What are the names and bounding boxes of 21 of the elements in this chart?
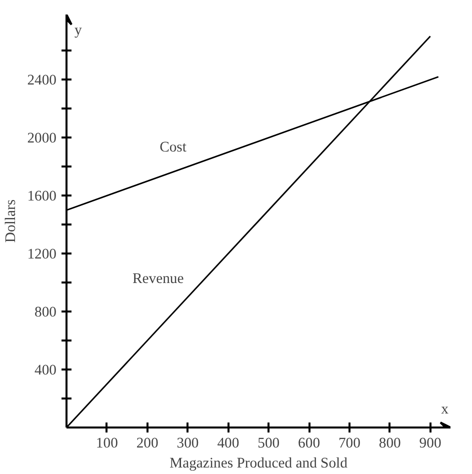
y-axis-title: Dollars bbox=[3, 199, 20, 243]
x-tick-label: 300 bbox=[176, 436, 199, 452]
x-axis-title: Magazines Produced and Sold bbox=[170, 456, 348, 472]
x-tick-label: 700 bbox=[338, 436, 360, 452]
x-tick-label: 200 bbox=[136, 436, 158, 452]
y-tick-label: 2400 bbox=[27, 72, 56, 89]
x-tick-label: 500 bbox=[258, 436, 280, 452]
x-tick-label: 600 bbox=[298, 436, 320, 452]
annotation: y bbox=[74, 22, 82, 38]
y-tick-label: 2000 bbox=[27, 130, 56, 147]
x-tick-label: 400 bbox=[217, 436, 240, 452]
series-label: Revenue bbox=[132, 271, 184, 288]
x-tick-label: 100 bbox=[96, 436, 118, 452]
y-tick-label: 400 bbox=[34, 362, 56, 379]
y-tick-label: 1600 bbox=[27, 188, 56, 205]
x-tick-label: 900 bbox=[419, 436, 442, 452]
y-tick-label: 1200 bbox=[27, 246, 56, 263]
x-tick-label: 800 bbox=[378, 436, 401, 452]
annotation: x bbox=[441, 402, 450, 418]
y-tick-label: 800 bbox=[34, 304, 56, 321]
series-label: Cost bbox=[160, 140, 186, 156]
